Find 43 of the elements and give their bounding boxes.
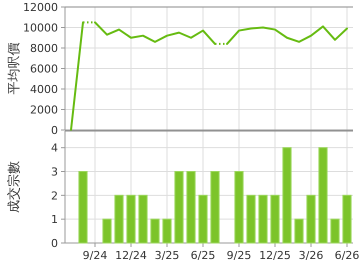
bar bbox=[198, 194, 208, 244]
x-tick-label: 6/26 bbox=[334, 249, 360, 262]
y-axis-title: 平均呎價 bbox=[7, 42, 22, 94]
bar bbox=[306, 194, 316, 244]
y-tick-label: 3 bbox=[51, 166, 58, 179]
y-tick-label: 8000 bbox=[30, 42, 58, 55]
y-tick-label: 1 bbox=[51, 213, 58, 226]
bar bbox=[282, 147, 292, 244]
y-tick-label: 12000 bbox=[23, 1, 58, 14]
bar bbox=[294, 218, 304, 244]
x-tick-label: 6/25 bbox=[190, 249, 216, 262]
y-tick-label: 4000 bbox=[30, 83, 58, 96]
y-tick-label: 0 bbox=[51, 237, 58, 250]
y-tick-label: 4 bbox=[51, 142, 58, 155]
x-tick-label: 9/24 bbox=[82, 249, 108, 262]
bar bbox=[318, 147, 328, 244]
bar bbox=[258, 194, 268, 244]
y-tick-label: 6000 bbox=[30, 62, 58, 76]
bar bbox=[210, 171, 220, 244]
x-tick-label: 12/24 bbox=[115, 249, 147, 262]
y-axis-title: 成交宗數 bbox=[6, 161, 22, 213]
bar bbox=[150, 218, 160, 244]
bar bbox=[114, 194, 124, 244]
y-tick-label: 10000 bbox=[23, 22, 58, 34]
x-tick-label: 9/25 bbox=[226, 249, 252, 262]
bar bbox=[102, 218, 112, 244]
bar bbox=[126, 194, 136, 244]
bar bbox=[186, 171, 196, 244]
x-tick-label: 3/26 bbox=[298, 249, 324, 262]
bar bbox=[342, 194, 352, 244]
bar bbox=[162, 218, 172, 244]
bar bbox=[78, 171, 88, 244]
y-tick-label: 2000 bbox=[30, 104, 58, 116]
y-tick-label: 0 bbox=[51, 124, 58, 137]
x-tick-label: 3/25 bbox=[154, 249, 180, 262]
bar bbox=[138, 194, 148, 244]
bar bbox=[270, 194, 280, 244]
bar bbox=[246, 194, 256, 244]
bar bbox=[330, 218, 340, 244]
y-tick-label: 2 bbox=[51, 189, 58, 202]
x-tick-label: 12/25 bbox=[259, 249, 291, 262]
bar bbox=[174, 171, 184, 244]
bar bbox=[234, 171, 244, 244]
